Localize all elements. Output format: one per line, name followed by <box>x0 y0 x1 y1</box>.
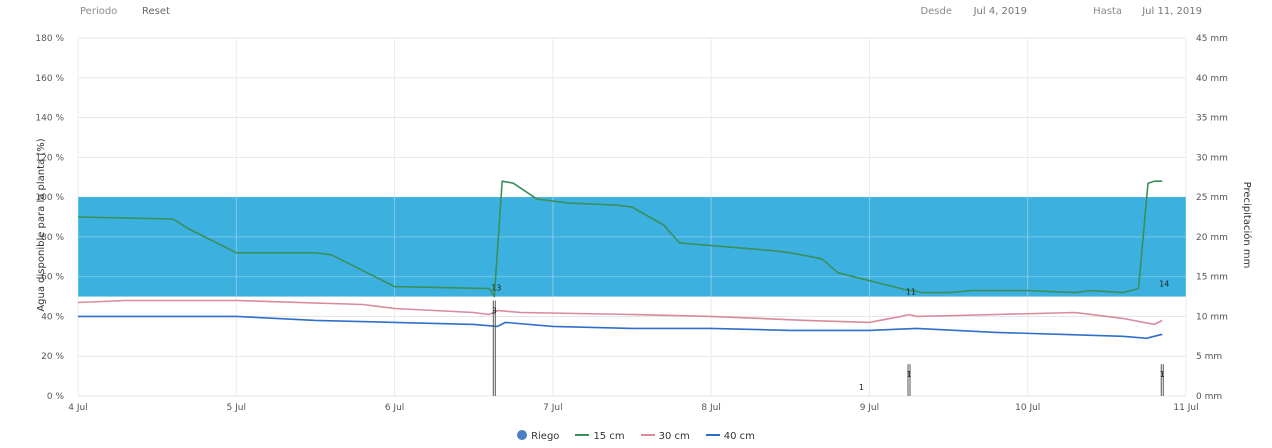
y-tick-label: 140 % <box>35 114 64 124</box>
legend-dot-icon <box>517 430 528 440</box>
irrigation-bar-label: 1 <box>859 383 864 392</box>
y2-tick-label: 35 mm <box>1196 114 1228 124</box>
legend-line-icon <box>575 434 590 436</box>
legend-label: Riego <box>531 431 560 442</box>
optimal-band-layer <box>77 197 1187 297</box>
series-line-30-cm <box>77 299 1163 326</box>
x-tick-label: 7 Jul <box>543 403 562 413</box>
y-tick-label: 80 % <box>41 233 64 243</box>
y2-axis-title: Precipitación mm <box>1241 182 1253 269</box>
y-tick-label: 120 % <box>35 153 64 163</box>
y2-tick-label: 10 mm <box>1196 312 1228 322</box>
series-line-40-cm <box>78 315 1163 340</box>
y-tick-label: 180 % <box>35 34 64 44</box>
to-label: Hasta <box>1093 6 1122 17</box>
x-tick-label: 6 Jul <box>385 403 404 413</box>
from-label: Desde <box>920 6 952 17</box>
legend-item[interactable]: 15 cm <box>575 431 625 442</box>
legend-item[interactable]: Riego <box>517 430 559 442</box>
x-tick-label: 8 Jul <box>701 403 720 413</box>
y-tick-label: 100 % <box>35 193 64 203</box>
y-tick-label: 40 % <box>41 312 64 322</box>
irrigation-bar-label: 1 <box>906 370 911 379</box>
y2-tick-label: 45 mm <box>1196 34 1228 44</box>
x-tick-label: 10 Jul <box>1015 403 1040 413</box>
x-tick-label: 4 Jul <box>68 403 87 413</box>
chart-legend: Riego 15 cm 30 cm 40 cm <box>0 430 1272 442</box>
y2-tick-label: 30 mm <box>1196 153 1228 163</box>
legend-label: 40 cm <box>723 431 755 442</box>
reset-button[interactable]: Reset <box>142 6 170 17</box>
irrigation-label: 14 <box>1159 280 1169 289</box>
y2-tick-label: 0 mm <box>1196 392 1222 402</box>
chart-toolbar: Periodo Reset Desde Jul 4, 2019 Hasta Ju… <box>80 6 1202 22</box>
y-tick-label: 60 % <box>41 273 64 283</box>
from-date-input[interactable]: Jul 4, 2019 <box>973 6 1027 17</box>
optimal-band <box>78 197 1186 297</box>
y2-tick-label: 15 mm <box>1196 273 1228 283</box>
y2-tick-label: 5 mm <box>1196 352 1222 362</box>
y2-tick-label: 40 mm <box>1196 74 1228 84</box>
x-tick-label: 9 Jul <box>860 403 879 413</box>
irrigation-bar-label: 3 <box>492 307 497 316</box>
y-tick-label: 160 % <box>35 74 64 84</box>
y-axis-title: Agua disponible para la planta (%) <box>36 138 47 311</box>
y-tick-label: 0 % <box>47 392 65 402</box>
y-tick-label: 20 % <box>41 352 64 362</box>
x-tick-label: 5 Jul <box>227 403 246 413</box>
x-tick-label: 11 Jul <box>1173 403 1198 413</box>
zoom-button[interactable]: Periodo <box>80 6 118 17</box>
to-date-input[interactable]: Jul 11, 2019 <box>1142 6 1202 17</box>
legend-label: 30 cm <box>658 431 690 442</box>
legend-item[interactable]: 30 cm <box>640 431 690 442</box>
legend-item[interactable]: 40 cm <box>705 431 755 442</box>
series-line-15-cm <box>77 180 1163 298</box>
irrigation-label: 11 <box>906 288 916 297</box>
axis-labels: 0 % 20 % 40 % 60 % 80 % 100 % 120 % 140 % 160 % 1… <box>35 34 1227 413</box>
irrigation-label: 13 <box>491 284 501 293</box>
y2-tick-label: 20 mm <box>1196 233 1228 243</box>
series-layer <box>77 180 1163 340</box>
irrigation-bar-label: 1 <box>1160 370 1165 379</box>
legend-line-icon <box>640 434 655 436</box>
legend-line-icon <box>705 434 720 436</box>
legend-label: 15 cm <box>593 431 625 442</box>
y2-tick-label: 25 mm <box>1196 193 1228 203</box>
